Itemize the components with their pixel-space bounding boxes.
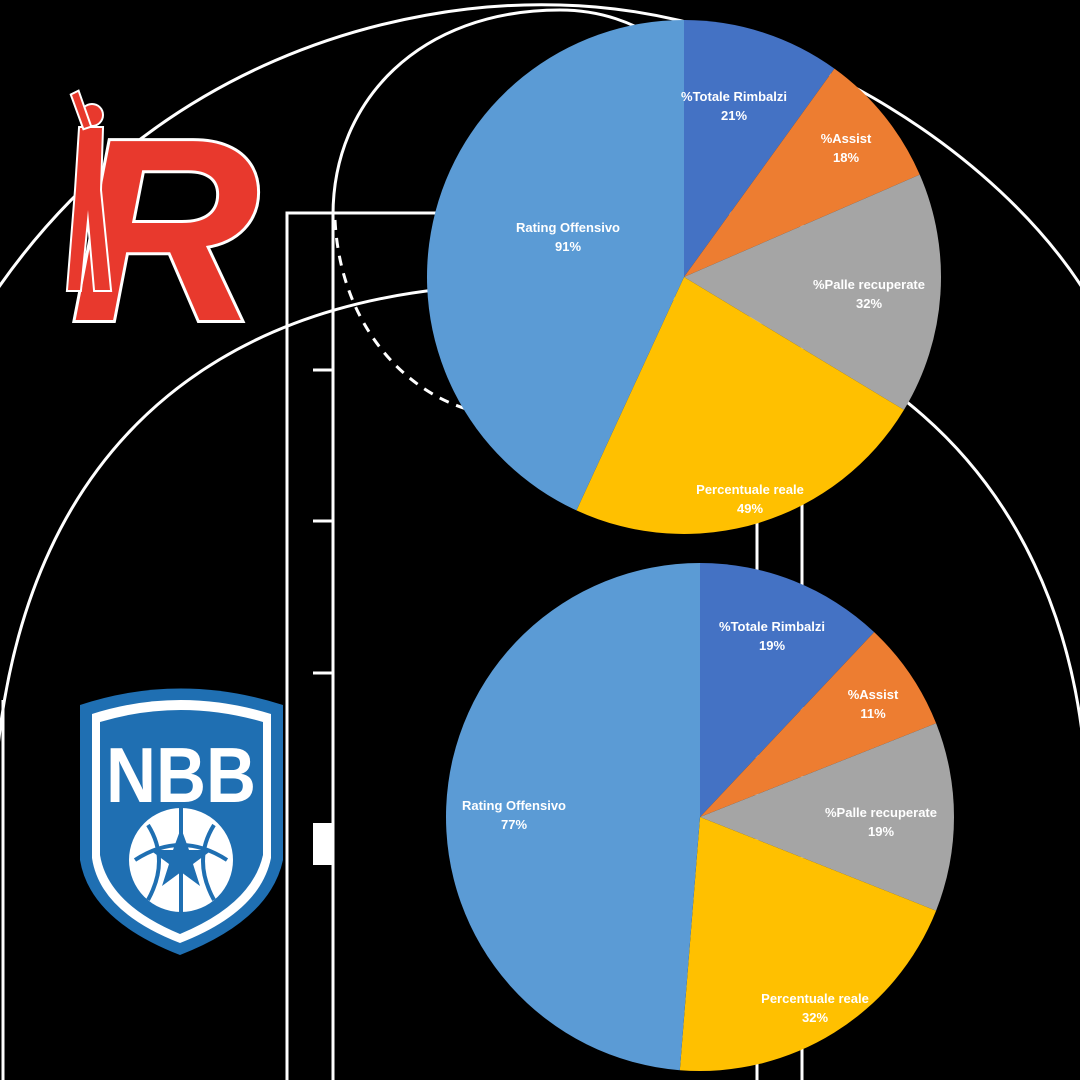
pie-slice-palle-recuperate bbox=[700, 723, 954, 911]
player-silhouette-icon bbox=[65, 89, 113, 292]
pie-slice-percentuale-reale bbox=[679, 817, 937, 1071]
pie-chart-top: %Totale Rimbalzi 21% %Assist 18% %Palle recu… bbox=[427, 20, 942, 534]
star-icon bbox=[150, 828, 212, 886]
slice-category-label: %Assist bbox=[821, 131, 872, 146]
pie-slice-palle-recuperate bbox=[684, 174, 942, 410]
slice-value-label: 32% bbox=[856, 296, 882, 311]
pie-slice-assist bbox=[700, 632, 937, 817]
pie-slice-totale-rimbalzi bbox=[684, 20, 835, 277]
pie-slice-rating-offensivo bbox=[427, 20, 684, 511]
slice-category-label: %Palle recuperate bbox=[825, 805, 937, 820]
slice-value-label: 18% bbox=[833, 150, 859, 165]
slice-value-label: 19% bbox=[759, 638, 785, 653]
pie-slice-totale-rimbalzi bbox=[700, 563, 875, 817]
pie-slice-assist bbox=[684, 68, 920, 277]
slice-value-label: 19% bbox=[868, 824, 894, 839]
slice-category-label: Percentuale reale bbox=[761, 991, 869, 1006]
slice-value-label: 21% bbox=[721, 108, 747, 123]
slice-category-label: Rating Offensivo bbox=[516, 220, 620, 235]
pie-slice-percentuale-reale bbox=[576, 277, 904, 534]
slice-value-label: 77% bbox=[501, 817, 527, 832]
court-outer-arc bbox=[0, 3, 1080, 289]
nbb-logo-text: NBB bbox=[106, 731, 256, 819]
nbb-shield-logo: NBB bbox=[80, 688, 283, 955]
slice-category-label: %Palle recuperate bbox=[813, 277, 925, 292]
pie-chart-bottom: %Totale Rimbalzi 19% %Assist 11% %Palle recu… bbox=[446, 563, 954, 1071]
red-r-logo: R bbox=[65, 83, 262, 379]
slice-value-label: 49% bbox=[737, 501, 763, 516]
court-free-throw-dashed bbox=[333, 219, 471, 412]
slice-category-label: %Totale Rimbalzi bbox=[719, 619, 825, 634]
slice-value-label: 91% bbox=[555, 239, 581, 254]
slice-category-label: Rating Offensivo bbox=[462, 798, 566, 813]
slice-category-label: %Totale Rimbalzi bbox=[681, 89, 787, 104]
pie-slice-rating-offensivo bbox=[446, 563, 700, 1071]
slice-value-label: 32% bbox=[802, 1010, 828, 1025]
court-lane-block bbox=[313, 823, 333, 865]
slice-category-label: Percentuale reale bbox=[696, 482, 804, 497]
slice-category-label: %Assist bbox=[848, 687, 899, 702]
slice-value-label: 11% bbox=[860, 706, 886, 721]
